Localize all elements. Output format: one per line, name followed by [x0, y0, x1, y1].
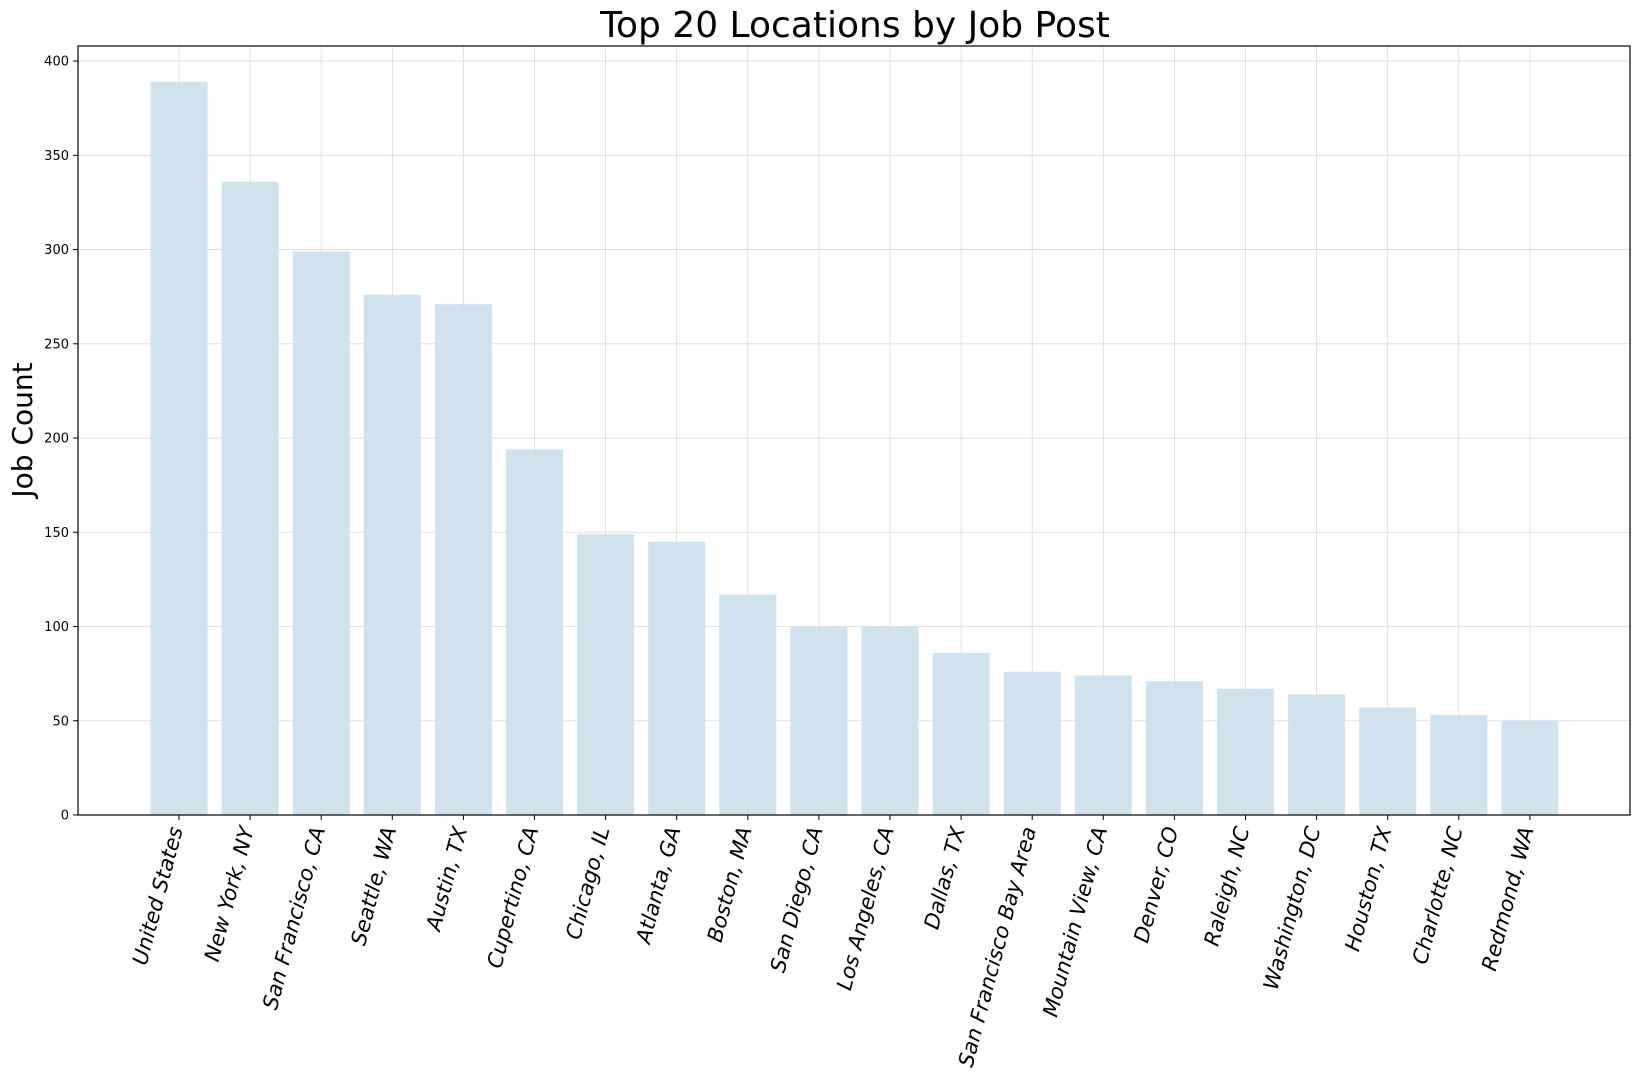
- y-tick-label: 350: [44, 149, 69, 164]
- x-tick-label: Seattle, WA: [346, 824, 401, 948]
- x-tick-label: New York, NY: [200, 822, 260, 964]
- y-tick-label: 250: [44, 337, 69, 352]
- x-tick-label: Washington, DC: [1259, 824, 1326, 993]
- x-tick-label: Denver, CO: [1129, 824, 1183, 945]
- y-tick-label: 100: [44, 620, 69, 635]
- x-tick-label: Redmond, WA: [1477, 824, 1539, 973]
- x-tick-label: Charlotte, NC: [1408, 824, 1468, 967]
- y-tick-label: 400: [44, 55, 69, 70]
- x-tick-label: San Francisco Bay Area: [954, 824, 1041, 1069]
- x-tick-label: Los Angeles, CA: [832, 824, 899, 993]
- chart-title: Top 20 Locations by Job Post: [599, 5, 1110, 46]
- x-tick-label: San Diego, CA: [766, 824, 828, 975]
- x-tick-label: United States: [128, 824, 188, 968]
- y-tick-label: 0: [61, 809, 69, 824]
- x-tick-label: Chicago, IL: [561, 824, 614, 942]
- x-tick-label: Houston, TX: [1340, 824, 1396, 954]
- x-tick-label: Mountain View, CA: [1038, 824, 1112, 1019]
- y-axis-label: Job Count: [6, 362, 39, 499]
- x-tick-label: San Francisco, CA: [258, 824, 330, 1012]
- x-ticks: United States New York, NY San Francisco, …: [128, 815, 1539, 1069]
- y-tick-label: 200: [44, 432, 69, 447]
- plot-frame: [77, 45, 1631, 816]
- y-ticks: 0 50 100 150 200 250 300 350 400: [44, 55, 78, 824]
- x-tick-label: Atlanta, GA: [631, 824, 686, 948]
- x-tick-label: Austin, TX: [421, 823, 472, 935]
- x-tick-label: Dallas, TX: [920, 824, 971, 932]
- y-tick-label: 150: [44, 526, 69, 541]
- x-tick-label: Raleigh, NC: [1199, 824, 1254, 949]
- y-tick-label: 50: [52, 714, 69, 729]
- x-tick-label: Boston, MA: [703, 824, 757, 945]
- x-tick-label: Cupertino, CA: [482, 824, 543, 971]
- y-tick-label: 300: [44, 243, 69, 258]
- bars: [150, 46, 1559, 816]
